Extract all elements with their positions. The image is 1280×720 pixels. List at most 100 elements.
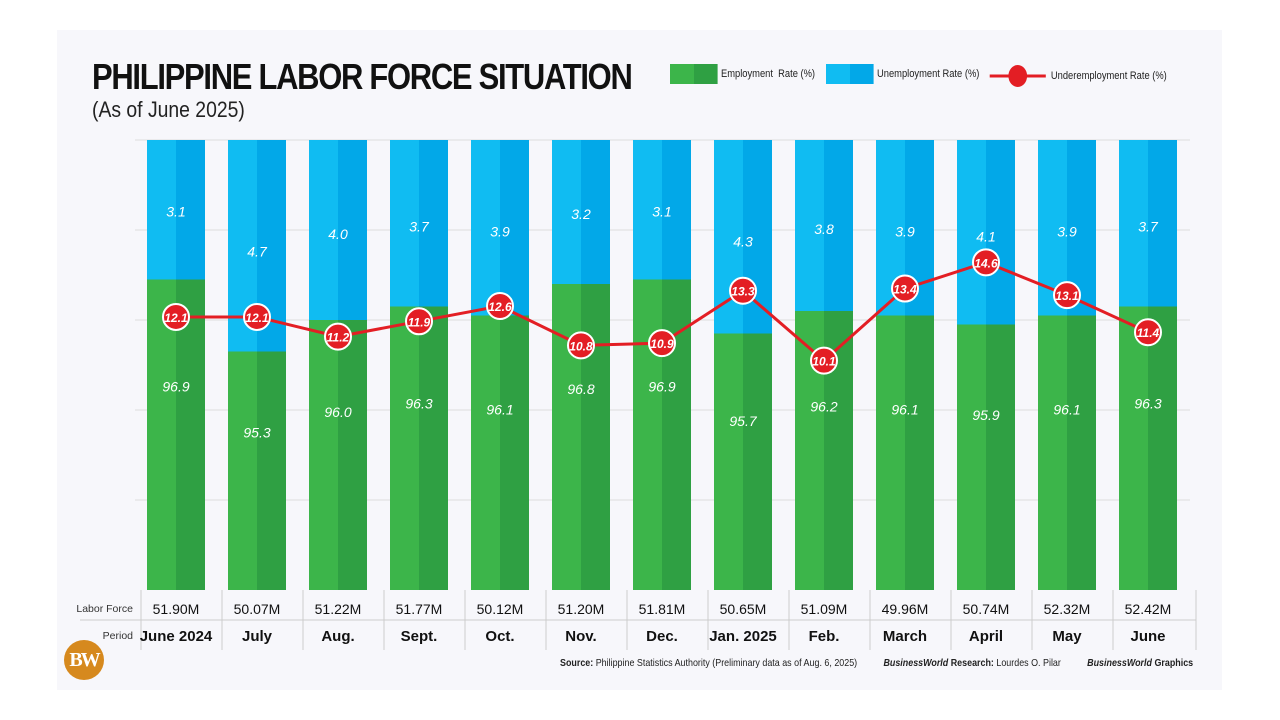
unemployment-bar (633, 140, 662, 280)
underemployment-data-label: 10.8 (569, 339, 593, 353)
period-label: April (969, 628, 1003, 645)
legend-underemployment: Underemployment Rate (%) (988, 64, 1167, 88)
labor-force-value: 50.74M (963, 601, 1010, 617)
source-label: Source: (560, 657, 594, 669)
underemployment-point (243, 302, 271, 331)
graphics-brand: BusinessWorld (1087, 657, 1152, 669)
unemployment-bar (309, 140, 338, 320)
labor-force-value: 50.12M (477, 601, 524, 617)
period-label: June (1130, 628, 1165, 645)
employment-bar (390, 306, 419, 590)
unemployment-bar (147, 140, 176, 280)
employment-data-label: 95.9 (972, 407, 999, 423)
employment-bar (876, 315, 905, 590)
underemployment-point (405, 307, 433, 336)
employment-bar (1119, 306, 1148, 590)
employment-bar-shade (905, 315, 934, 590)
unemployment-data-label: 3.9 (490, 224, 510, 240)
labor-force-value: 52.42M (1125, 601, 1172, 617)
unemployment-bar-shade (338, 140, 367, 320)
unemployment-bar (390, 140, 419, 307)
employment-data-label: 96.1 (891, 401, 918, 417)
period-label: Jan. 2025 (709, 628, 777, 645)
employment-bar-shade (500, 315, 529, 590)
underemployment-data-label: 12.6 (488, 300, 512, 314)
employment-data-label: 96.9 (162, 378, 189, 394)
research-name: Lourdes O. Pilar (993, 657, 1061, 669)
labor-force-value: 51.22M (315, 601, 362, 617)
employment-data-label: 96.0 (324, 404, 351, 420)
legend-label: Employment Rate (%) (721, 68, 816, 80)
underemployment-point (486, 292, 514, 321)
unemployment-bar-shade (581, 140, 610, 284)
labor-force-value: 49.96M (882, 601, 929, 617)
unemployment-bar (1119, 140, 1148, 307)
unemployment-data-label: 3.9 (895, 224, 915, 240)
labor-force-value: 50.65M (720, 601, 767, 617)
legend-swatch-unemployment (826, 64, 874, 84)
employment-data-label: 96.1 (486, 401, 513, 417)
underemployment-data-label: 12.1 (245, 311, 269, 325)
legend-unemployment: Unemployment Rate (%) (826, 64, 979, 84)
unemployment-data-label: 4.7 (247, 243, 268, 259)
employment-bar-shade (1067, 315, 1096, 590)
employment-data-label: 95.3 (243, 424, 270, 440)
legend-swatch-employment (670, 64, 718, 84)
period-label: Feb. (809, 628, 840, 645)
underemployment-data-label: 13.1 (1055, 289, 1079, 303)
legend-label: Unemployment Rate (%) (877, 68, 980, 80)
research-brand: BusinessWorld (883, 657, 949, 669)
legend-line-marker-icon (989, 65, 1046, 87)
employment-bar-shade (581, 284, 610, 590)
underemployment-point (324, 322, 352, 351)
research-label: Research: (948, 657, 994, 669)
period-label: Sept. (401, 628, 438, 645)
businessworld-logo: BW (64, 640, 104, 680)
unemployment-data-label: 3.1 (166, 204, 185, 220)
underemployment-data-label: 10.1 (812, 355, 836, 369)
labor-force-value: 51.77M (396, 601, 443, 617)
underemployment-data-label: 12.1 (164, 311, 188, 325)
employment-bar (552, 284, 581, 590)
source-text: Philippine Statistics Authority (Prelimi… (593, 657, 858, 669)
unemployment-bar (957, 140, 986, 325)
unemployment-data-label: 3.8 (814, 221, 834, 237)
employment-bar (309, 320, 338, 590)
period-label: March (883, 628, 927, 645)
underemployment-point (162, 302, 190, 331)
period-label: Nov. (565, 628, 596, 645)
table-row-label: Period (103, 630, 134, 642)
unemployment-bar-shade (1148, 140, 1177, 307)
labor-force-value: 51.90M (153, 601, 200, 617)
logo-text: BW (69, 648, 100, 671)
underemployment-data-label: 10.9 (650, 337, 674, 351)
unemployment-data-label: 3.7 (409, 219, 430, 235)
employment-bar (633, 279, 662, 590)
labor-force-value: 52.32M (1044, 601, 1091, 617)
employment-bar (147, 279, 176, 590)
unemployment-bar-shade (500, 140, 529, 316)
employment-bar-shade (986, 324, 1015, 590)
unemployment-bar-shade (419, 140, 448, 307)
employment-bar-shade (176, 279, 205, 590)
unemployment-data-label: 4.3 (733, 233, 753, 249)
table-row-label: Labor Force (76, 603, 133, 615)
chart-title: PHILIPPINE LABOR FORCE SITUATION (92, 56, 633, 97)
employment-bar-shade (338, 320, 367, 590)
period-label: Oct. (485, 628, 514, 645)
labor-force-value: 51.20M (558, 601, 605, 617)
source-note: Source: Philippine Statistics Authority … (560, 657, 1193, 669)
period-label: June 2024 (140, 628, 213, 645)
unemployment-bar-shade (176, 140, 205, 280)
underemployment-point (729, 276, 757, 305)
unemployment-bar (795, 140, 824, 311)
employment-bar-shade (1148, 306, 1177, 590)
legend-employment: Employment Rate (%) (670, 64, 815, 84)
employment-data-label: 96.2 (810, 398, 837, 414)
period-label: Aug. (321, 628, 354, 645)
employment-bar-shade (257, 351, 286, 590)
employment-data-label: 96.3 (1134, 396, 1161, 412)
underemployment-data-label: 11.9 (408, 315, 431, 329)
labor-force-value: 51.81M (639, 601, 686, 617)
employment-bar (957, 324, 986, 590)
